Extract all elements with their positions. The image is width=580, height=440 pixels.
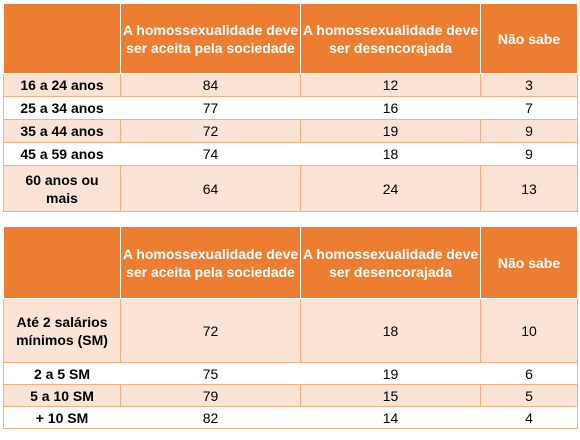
header-dont-know: Não sabe	[480, 226, 578, 299]
cell-accepted: 84	[120, 73, 301, 97]
cell-dont-know: 4	[480, 406, 578, 429]
row-label: 16 a 24 anos	[3, 73, 121, 97]
header-dont-know: Não sabe	[480, 3, 578, 74]
cell-discouraged: 18	[300, 298, 481, 363]
table-row: 5 a 10 SM 79 15 5	[3, 384, 578, 407]
cell-dont-know: 13	[480, 165, 578, 212]
cell-accepted: 79	[120, 384, 301, 407]
table-row: 35 a 44 anos 72 19 9	[3, 119, 578, 143]
cell-accepted: 72	[120, 119, 301, 143]
table-row: 2 a 5 SM 75 19 6	[3, 362, 578, 385]
cell-dont-know: 7	[480, 96, 578, 120]
row-label: 60 anos ou mais	[3, 165, 121, 212]
table-row: + 10 SM 82 14 4	[3, 406, 578, 429]
row-label: 35 a 44 anos	[3, 119, 121, 143]
table-row: Até 2 salários mínimos (SM) 72 18 10	[3, 298, 578, 363]
cell-accepted: 77	[120, 96, 301, 120]
cell-dont-know: 3	[480, 73, 578, 97]
header-row: A homossexualidade deve ser aceita pela …	[3, 3, 578, 74]
cell-discouraged: 18	[300, 142, 481, 166]
table-row: 25 a 34 anos 77 16 7	[3, 96, 578, 120]
cell-accepted: 64	[120, 165, 301, 212]
cell-dont-know: 6	[480, 362, 578, 385]
cell-accepted: 82	[120, 406, 301, 429]
header-corner	[3, 3, 121, 74]
row-label: 5 a 10 SM	[3, 384, 121, 407]
table-row: 60 anos ou mais 64 24 13	[3, 165, 578, 212]
cell-discouraged: 16	[300, 96, 481, 120]
table-row: 45 a 59 anos 74 18 9	[3, 142, 578, 166]
cell-discouraged: 15	[300, 384, 481, 407]
cell-discouraged: 12	[300, 73, 481, 97]
row-label: 2 a 5 SM	[3, 362, 121, 385]
cell-accepted: 75	[120, 362, 301, 385]
header-discouraged: A homossexualidade deve ser desencorajad…	[300, 226, 481, 299]
cell-discouraged: 24	[300, 165, 481, 212]
header-discouraged: A homossexualidade deve ser desencorajad…	[300, 3, 481, 74]
table-row: 16 a 24 anos 84 12 3	[3, 73, 578, 97]
cell-discouraged: 19	[300, 119, 481, 143]
row-label: 45 a 59 anos	[3, 142, 121, 166]
cell-accepted: 72	[120, 298, 301, 363]
income-opinion-table: A homossexualidade deve ser aceita pela …	[3, 226, 578, 429]
age-opinion-table: A homossexualidade deve ser aceita pela …	[3, 3, 578, 212]
cell-discouraged: 19	[300, 362, 481, 385]
cell-dont-know: 9	[480, 142, 578, 166]
header-row: A homossexualidade deve ser aceita pela …	[3, 226, 578, 299]
header-corner	[3, 226, 121, 299]
cell-dont-know: 5	[480, 384, 578, 407]
cell-dont-know: 10	[480, 298, 578, 363]
row-label: 25 a 34 anos	[3, 96, 121, 120]
header-accepted: A homossexualidade deve ser aceita pela …	[120, 3, 301, 74]
row-label: + 10 SM	[3, 406, 121, 429]
header-accepted: A homossexualidade deve ser aceita pela …	[120, 226, 301, 299]
cell-discouraged: 14	[300, 406, 481, 429]
cell-accepted: 74	[120, 142, 301, 166]
cell-dont-know: 9	[480, 119, 578, 143]
row-label: Até 2 salários mínimos (SM)	[3, 298, 121, 363]
